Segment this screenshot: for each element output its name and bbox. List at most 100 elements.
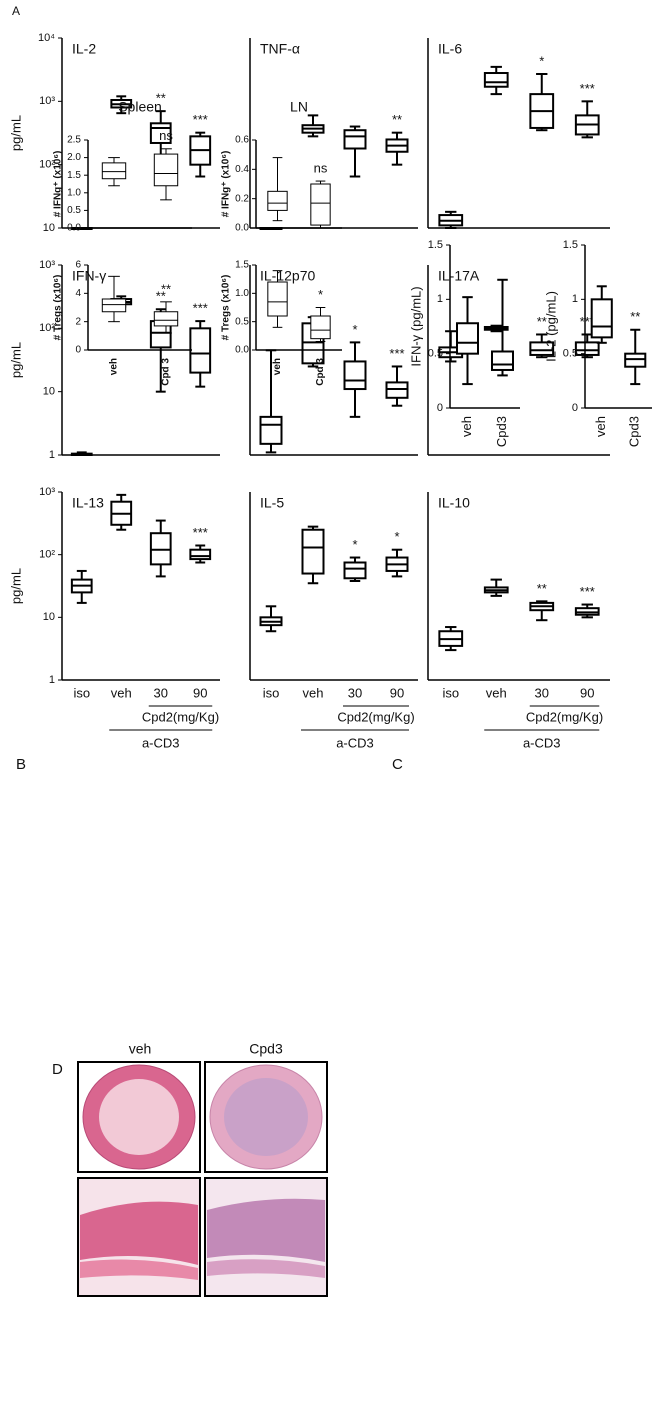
y-tick-label: 1.5 bbox=[563, 239, 578, 251]
y-axis-label: IFN-γ (pg/mL) bbox=[408, 286, 423, 366]
y-tick-label: 0.2 bbox=[235, 193, 249, 204]
panel-label: C bbox=[392, 756, 403, 773]
x-tick-label: 90 bbox=[390, 685, 404, 700]
chart-title: TNF-α bbox=[260, 41, 300, 57]
box bbox=[267, 281, 288, 317]
y-tick-label: 6 bbox=[75, 260, 81, 271]
significance: ns bbox=[314, 161, 328, 176]
y-tick-label: 10³ bbox=[39, 95, 55, 107]
significance: ** bbox=[630, 309, 640, 324]
box bbox=[385, 381, 409, 399]
significance: ** bbox=[156, 289, 166, 304]
x-tick-label: 30 bbox=[535, 685, 549, 700]
x-tick-label: 90 bbox=[193, 685, 207, 700]
y-tick-label: 1.5 bbox=[67, 170, 81, 181]
chart-title: IL-17A bbox=[438, 268, 480, 284]
y-axis-label: pg/mL bbox=[8, 115, 23, 151]
x-tick-label: iso bbox=[73, 685, 90, 700]
x-tick-label: 30 bbox=[154, 685, 168, 700]
significance: ** bbox=[392, 112, 402, 127]
y-tick-label: 2.0 bbox=[67, 152, 81, 163]
treatment-label: a-CD3 bbox=[142, 735, 180, 750]
box bbox=[343, 129, 367, 150]
y-tick-label: 10² bbox=[39, 159, 55, 171]
x-tick-label: Cpd 3 bbox=[315, 358, 326, 386]
box bbox=[301, 528, 325, 575]
box bbox=[590, 298, 613, 339]
significance: *** bbox=[193, 112, 208, 127]
y-tick-label: 1.5 bbox=[428, 239, 443, 251]
y-axis-label: pg/mL bbox=[8, 342, 23, 378]
group-label: Cpd2(mg/Kg) bbox=[526, 709, 603, 724]
y-axis-label: pg/mL bbox=[8, 568, 23, 604]
treatment-label: a-CD3 bbox=[523, 735, 561, 750]
y-tick-label: 10² bbox=[39, 322, 55, 334]
box bbox=[259, 415, 283, 445]
chart-title: IFN-γ bbox=[72, 268, 106, 284]
x-tick-label: iso bbox=[263, 685, 280, 700]
image-label: veh bbox=[129, 1041, 152, 1057]
significance: * bbox=[318, 287, 323, 302]
significance: ns bbox=[159, 128, 173, 143]
treatment-label: a-CD3 bbox=[336, 735, 374, 750]
group-label: Cpd2(mg/Kg) bbox=[142, 709, 219, 724]
y-tick-label: 2 bbox=[75, 316, 81, 327]
x-tick-label: 30 bbox=[348, 685, 362, 700]
y-tick-label: 0.5 bbox=[235, 316, 249, 327]
significance: *** bbox=[580, 81, 595, 96]
box bbox=[310, 315, 331, 340]
y-axis-label: # Tregs (x10⁶) bbox=[53, 275, 64, 341]
significance: *** bbox=[193, 525, 208, 540]
significance: ** bbox=[537, 581, 547, 596]
y-axis-label: # Tregs (x10⁶) bbox=[221, 275, 232, 341]
panel-label: D bbox=[52, 1061, 63, 1078]
x-tick-label: veh bbox=[459, 416, 474, 437]
significance: ** bbox=[161, 281, 171, 296]
box bbox=[310, 183, 331, 226]
y-tick-label: 10³ bbox=[39, 486, 55, 498]
y-tick-label: 0 bbox=[572, 402, 578, 414]
box bbox=[153, 311, 179, 327]
y-tick-label: 0.6 bbox=[235, 135, 249, 146]
box bbox=[483, 72, 509, 88]
y-tick-label: 0.0 bbox=[235, 345, 249, 356]
y-tick-label: 1 bbox=[49, 674, 55, 686]
y-tick-label: 2.5 bbox=[67, 135, 81, 146]
box bbox=[189, 327, 212, 374]
x-tick-label: veh bbox=[593, 416, 608, 437]
y-axis-label: IL-2 (pg/mL) bbox=[543, 291, 558, 362]
y-tick-label: 10³ bbox=[39, 259, 55, 271]
chart-title: Spleen bbox=[118, 99, 162, 115]
chart-title: IL-5 bbox=[260, 495, 284, 511]
x-tick-label: veh bbox=[109, 358, 120, 375]
y-tick-label: 10 bbox=[43, 611, 55, 623]
chart-title: IL-2 bbox=[72, 41, 96, 57]
x-tick-label: Cpd3 bbox=[494, 416, 509, 447]
significance: * bbox=[352, 322, 357, 337]
y-tick-label: 10 bbox=[43, 222, 55, 234]
panel-label: A bbox=[12, 4, 20, 18]
y-tick-label: 0.0 bbox=[235, 223, 249, 234]
significance: *** bbox=[193, 301, 208, 316]
y-tick-label: 4 bbox=[75, 288, 81, 299]
box bbox=[153, 153, 179, 187]
y-tick-label: 0.5 bbox=[563, 348, 578, 360]
y-tick-label: 10 bbox=[43, 386, 55, 398]
y-tick-label: 0.0 bbox=[67, 223, 81, 234]
box bbox=[267, 190, 288, 211]
chart-title: IL-12p70 bbox=[260, 268, 315, 284]
x-tick-label: iso bbox=[442, 685, 459, 700]
y-tick-label: 10² bbox=[39, 549, 55, 561]
significance: * bbox=[539, 53, 544, 68]
box bbox=[456, 322, 479, 355]
significance: ** bbox=[537, 314, 547, 329]
x-tick-label: veh bbox=[272, 358, 283, 375]
y-tick-label: 0 bbox=[437, 402, 443, 414]
histology-images bbox=[77, 1061, 328, 1297]
significance: * bbox=[394, 529, 399, 544]
box bbox=[189, 548, 212, 561]
chart-title: IL-13 bbox=[72, 495, 104, 511]
box bbox=[574, 341, 600, 356]
chart-title: LN bbox=[290, 99, 308, 115]
